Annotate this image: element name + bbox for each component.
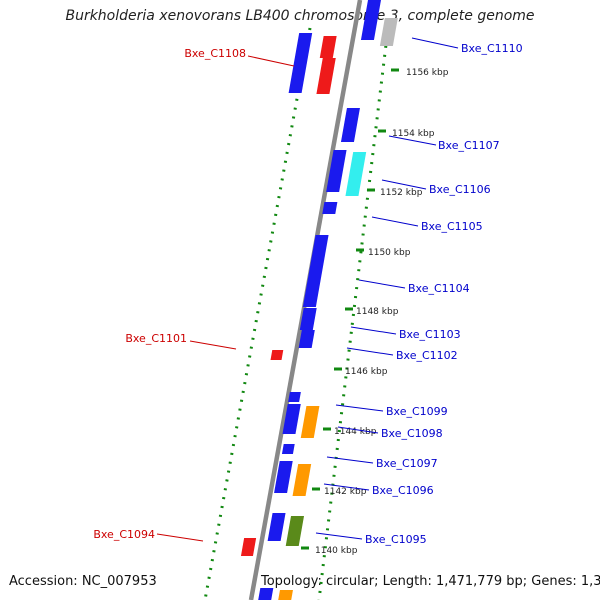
label-leader [156, 533, 204, 542]
forward-gene-labels: Bxe_C1110 Bxe_C1107 Bxe_C1106 Bxe_C1105 … [315, 37, 523, 546]
gene-block [240, 538, 257, 556]
gene-block [276, 590, 293, 600]
gene-label[interactable]: Bxe_C1095 [365, 533, 427, 546]
label-leader [371, 216, 419, 227]
tick-label: 1154 kbp [392, 129, 435, 139]
gene-block [270, 350, 284, 360]
genome-summary-text: Topology: circular; Length: 1,471,779 bp… [261, 574, 600, 589]
outer-ring-left-dots [203, 27, 312, 600]
gene-block [292, 464, 312, 496]
gene-label[interactable]: Bxe_C1094 [93, 528, 155, 541]
gene-track [240, 0, 398, 600]
gene-block [281, 444, 295, 454]
gene-block [345, 152, 367, 196]
gene-label[interactable]: Bxe_C1101 [125, 332, 187, 345]
gene-label[interactable]: Bxe_C1099 [386, 405, 448, 418]
label-leader [337, 426, 379, 434]
tick-label: 1156 kbp [406, 68, 449, 78]
gene-label[interactable]: Bxe_C1107 [438, 139, 500, 152]
tick-label: 1152 kbp [380, 188, 423, 198]
tick-label: 1146 kbp [345, 367, 388, 377]
tick-label: 1148 kbp [356, 307, 399, 317]
gene-block [302, 235, 329, 307]
label-leader [326, 456, 374, 464]
label-leader [315, 532, 363, 540]
tick-label: 1142 kbp [324, 487, 367, 497]
gene-label[interactable]: Bxe_C1108 [184, 47, 246, 60]
label-leader [358, 279, 406, 289]
reverse-gene-labels: Bxe_C1108 Bxe_C1101 Bxe_C1094 [93, 47, 295, 542]
tick-label: 1150 kbp [368, 248, 411, 258]
gene-label[interactable]: Bxe_C1103 [399, 328, 461, 341]
gene-label[interactable]: Bxe_C1097 [376, 457, 438, 470]
gene-block [299, 308, 317, 330]
gene-block [316, 58, 336, 94]
gene-label[interactable]: Bxe_C1106 [429, 183, 491, 196]
label-leader [346, 347, 394, 356]
label-leader [323, 483, 370, 491]
gene-block [300, 406, 320, 438]
gene-block [319, 36, 337, 58]
gene-label[interactable]: Bxe_C1104 [408, 282, 470, 295]
accession-text: Accession: NC_007953 [9, 574, 157, 589]
gene-block [274, 461, 293, 493]
outer-ring-right-dots [317, 27, 390, 600]
label-leader [335, 404, 384, 412]
label-leader [381, 179, 427, 190]
label-leader [388, 135, 437, 146]
gene-label[interactable]: Bxe_C1105 [421, 220, 483, 233]
gene-block [360, 0, 381, 40]
gene-block [326, 150, 347, 192]
label-leader [247, 55, 295, 67]
gene-block [285, 516, 305, 546]
label-leader [350, 326, 397, 335]
gene-block [282, 404, 301, 434]
gene-block [340, 108, 360, 142]
gene-label[interactable]: Bxe_C1098 [381, 427, 443, 440]
label-leader [411, 37, 459, 49]
gene-block [256, 588, 274, 600]
gene-block [322, 202, 338, 214]
gene-block [379, 18, 398, 46]
gene-label[interactable]: Bxe_C1102 [396, 349, 458, 362]
position-ticks: 1156 kbp 1154 kbp 1152 kbp 1150 kbp 1148… [301, 68, 449, 556]
gene-block [288, 33, 313, 93]
label-leader [189, 340, 237, 350]
tick-label: 1140 kbp [315, 546, 358, 556]
gene-label[interactable]: Bxe_C1096 [372, 484, 434, 497]
map-title: Burkholderia xenovorans LB400 chromosome… [65, 8, 535, 24]
tick-label: 1144 kbp [334, 427, 377, 437]
gene-block [288, 392, 301, 402]
gene-block [298, 330, 315, 348]
gene-block [267, 513, 286, 541]
gene-label[interactable]: Bxe_C1110 [461, 42, 523, 55]
